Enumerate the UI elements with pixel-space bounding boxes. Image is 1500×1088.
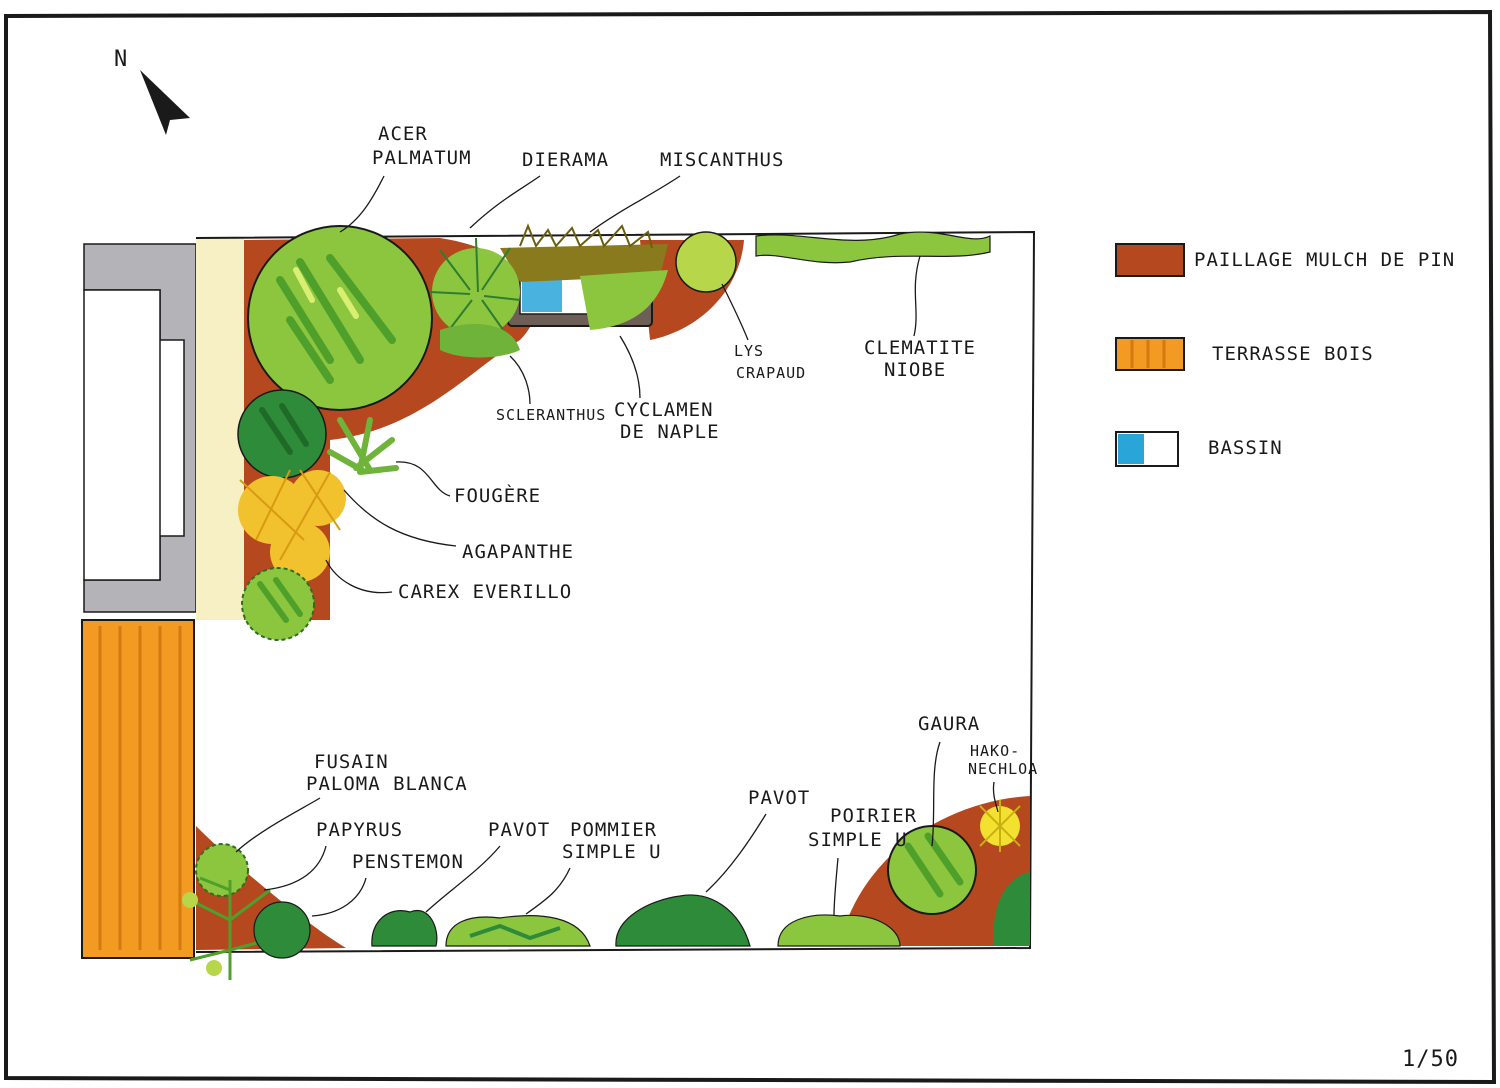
dark-shrub-bottom-right — [993, 872, 1030, 946]
label-penstemon: PENSTEMON — [352, 851, 464, 873]
leader-pavot-2 — [705, 813, 767, 893]
label-clematite-1: CLEMATITE — [864, 337, 976, 359]
label-acer-2: PALMATUM — [372, 147, 472, 169]
leader-pommier — [525, 867, 571, 915]
dierama-plant — [429, 237, 521, 336]
miscanthus-plant — [500, 244, 668, 282]
label-dierama: DIERAMA — [522, 149, 609, 171]
leader-hakonechloa — [992, 781, 999, 813]
leader-scleranthus — [509, 355, 531, 405]
label-carex: CAREX EVERILLO — [398, 581, 572, 603]
label-hakonechloa-1: HAKO- — [970, 742, 1020, 760]
legend-label-bassin: BASSIN — [1208, 437, 1283, 459]
label-cyclamen-2: DE NAPLE — [620, 421, 720, 443]
label-lys-1: LYS — [734, 342, 764, 360]
legend-swatch-bassin — [1115, 431, 1179, 467]
fougere-plant — [327, 417, 399, 475]
lys-crapaud-plant — [675, 231, 737, 293]
leader-fusain — [235, 797, 321, 853]
pavot-plant-2 — [615, 894, 751, 947]
scale-label: 1/50 — [1402, 1047, 1459, 1072]
north-arrow: N — [114, 47, 190, 135]
legend-swatch-terrasse — [1115, 337, 1185, 371]
leader-clematite — [913, 255, 921, 337]
legend-swatch-paillage — [1115, 243, 1185, 277]
agapanthe-plant — [238, 469, 346, 582]
carex-plant — [241, 567, 315, 641]
label-fougere: FOUGÈRE — [454, 484, 541, 507]
leader-dierama — [469, 175, 541, 229]
label-papyrus: PAPYRUS — [316, 819, 403, 841]
label-miscanthus: MISCANTHUS — [660, 149, 784, 171]
label-pommier-1: POMMIER — [570, 819, 657, 841]
legend-label-paillage: PAILLAGE MULCH DE PIN — [1194, 249, 1455, 271]
label-agapanthe: AGAPANTHE — [462, 541, 574, 563]
north-label: N — [114, 47, 128, 72]
path-strip — [196, 238, 244, 620]
label-fusain-1: FUSAIN — [314, 751, 389, 773]
label-clematite-2: NIOBE — [884, 359, 946, 381]
penstemon-plant — [253, 901, 311, 959]
north-arrow-icon — [140, 70, 190, 135]
hakonechloa-plant — [979, 800, 1021, 852]
leader-acer — [339, 175, 385, 233]
label-poirier-1: POIRIER — [830, 805, 917, 827]
label-acer-1: ACER — [378, 123, 428, 145]
leader-papyrus — [263, 845, 327, 891]
dark-shrub — [237, 389, 327, 479]
label-poirier-2: SIMPLE U — [808, 829, 908, 851]
leader-gaura — [931, 741, 941, 847]
leader-miscanthus — [589, 175, 681, 233]
leader-penstemon — [311, 877, 367, 917]
leader-fougere — [395, 461, 451, 497]
label-hakonechloa-2: NECHLOA — [968, 760, 1038, 778]
legend: PAILLAGE MULCH DE PIN TERRASSE BOIS BASS… — [1115, 243, 1455, 467]
leader-poirier — [833, 857, 839, 917]
cyclamen-plant — [580, 270, 668, 330]
sheet-frame — [4, 9, 1497, 1085]
label-pommier-2: SIMPLE U — [562, 841, 662, 863]
label-gaura: GAURA — [918, 713, 980, 735]
wood-terrace — [81, 619, 195, 959]
label-fusain-2: PALOMA BLANCA — [306, 773, 468, 795]
poirier-plant — [777, 914, 901, 947]
legend-label-terrasse: TERRASSE BOIS — [1212, 343, 1374, 365]
label-scleranthus: SCLERANTHUS — [496, 406, 606, 424]
leader-carex — [325, 559, 393, 594]
scleranthus-plant — [440, 324, 520, 358]
acer-tree — [247, 225, 433, 411]
clematite-plant — [755, 231, 991, 264]
gaura-plant — [887, 825, 977, 915]
leader-lys — [721, 283, 749, 341]
label-cyclamen-1: CYCLAMEN — [614, 399, 714, 421]
house — [83, 243, 197, 613]
label-pavot-1: PAVOT — [488, 819, 550, 841]
leader-cyclamen — [619, 335, 641, 399]
leader-pavot-1 — [425, 845, 501, 913]
pavot-plant-1 — [371, 909, 438, 947]
pommier-plant — [445, 915, 591, 947]
label-lys-2: CRAPAUD — [736, 364, 806, 382]
leader-agapanthe — [343, 489, 457, 547]
label-pavot-2: PAVOT — [748, 787, 810, 809]
